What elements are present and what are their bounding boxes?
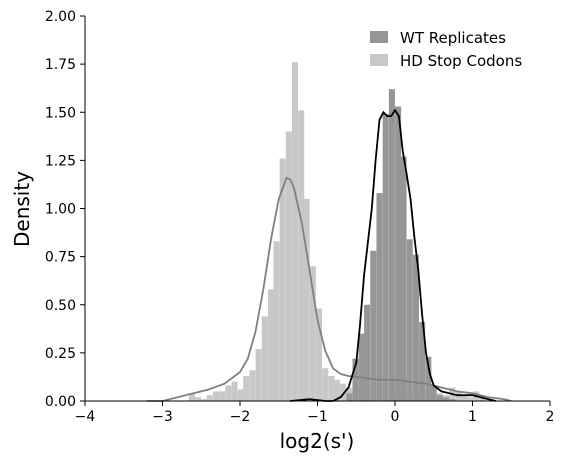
x-tick-label-5: 1 — [468, 409, 477, 425]
hd-bar-46 — [467, 397, 474, 401]
hd-bar-25 — [340, 383, 347, 401]
hd-bar-18 — [298, 110, 305, 401]
hd-bar-15 — [279, 158, 286, 401]
legend-label-hd: HD Stop Codons — [400, 52, 522, 70]
x-tick-label-3: −1 — [307, 409, 328, 425]
y-tick-label-1: 0.25 — [45, 346, 76, 362]
legend: WT Replicates HD Stop Codons — [370, 29, 522, 70]
wt-bar-14 — [430, 385, 437, 401]
hd-bar-5 — [219, 391, 226, 401]
wt-bar-13 — [425, 356, 432, 401]
wt-bar-8 — [395, 106, 402, 401]
hd-bar-11 — [255, 349, 262, 401]
hd-bar-21 — [316, 308, 323, 401]
hd-stop-codons-kde-line — [147, 176, 512, 402]
hd-bar-14 — [273, 241, 280, 401]
wt-bar-7 — [388, 89, 395, 402]
wt-bar-4 — [370, 250, 377, 401]
hd-bar-3 — [206, 395, 213, 401]
wt-bar-3 — [364, 304, 371, 401]
hd-bar-9 — [243, 375, 250, 401]
wt-bar-2 — [358, 333, 365, 401]
hd-bar-8 — [237, 389, 244, 401]
x-axis-ticks: −4 −3 −2 −1 0 1 2 — [75, 401, 555, 425]
wt-bar-6 — [382, 114, 389, 402]
hd-bar-44 — [455, 391, 462, 401]
y-axis-ticks: 0.00 0.25 0.50 0.75 1.00 1.25 1.50 1.75 2.00 — [45, 9, 85, 410]
hd-bar-2 — [201, 399, 208, 401]
x-tick-label-2: −2 — [230, 409, 251, 425]
y-tick-label-7: 1.75 — [45, 57, 76, 73]
x-tick-label-6: 2 — [546, 409, 555, 425]
hd-bar-10 — [249, 370, 256, 401]
wt-bar-15 — [436, 395, 443, 401]
y-axis-title: Density — [10, 171, 34, 247]
x-tick-label-0: −4 — [75, 409, 96, 425]
wt-replicates-bars — [346, 89, 456, 402]
hd-bar-16 — [285, 131, 292, 401]
hd-bar-13 — [267, 289, 275, 401]
x-tick-label-1: −3 — [152, 409, 173, 425]
hd-bar-1 — [195, 397, 202, 401]
hd-bar-17 — [292, 62, 299, 401]
hd-bar-0 — [188, 393, 195, 401]
wt-bar-5 — [376, 193, 383, 401]
hd-bar-23 — [328, 375, 335, 401]
legend-swatch-hd — [370, 54, 388, 66]
x-tick-label-4: 0 — [391, 409, 400, 425]
y-tick-label-8: 2.00 — [45, 9, 76, 25]
hd-bar-22 — [322, 368, 329, 401]
hd-bar-24 — [333, 379, 340, 401]
wt-bar-11 — [412, 254, 419, 401]
wt-bar-17 — [449, 399, 456, 401]
legend-label-wt: WT Replicates — [400, 29, 506, 47]
y-tick-label-4: 1.00 — [45, 202, 76, 218]
hd-bar-20 — [309, 266, 316, 401]
wt-bar-16 — [443, 397, 450, 401]
y-tick-label-5: 1.25 — [45, 153, 76, 169]
wt-bar-1 — [352, 358, 359, 401]
wt-bar-9 — [400, 156, 407, 401]
wt-bar-12 — [419, 322, 426, 401]
hd-bar-19 — [303, 198, 310, 401]
wt-replicates-kde-line — [290, 108, 497, 402]
hd-bar-45 — [460, 395, 467, 401]
hd-bar-12 — [261, 316, 268, 401]
y-tick-label-6: 1.50 — [45, 105, 76, 121]
legend-swatch-wt — [370, 31, 388, 43]
hd-bar-4 — [212, 391, 219, 401]
x-axis-title: log2(s') — [280, 429, 355, 453]
hd-bar-6 — [225, 385, 232, 401]
y-tick-label-2: 0.50 — [45, 298, 76, 314]
hd-bar-7 — [231, 381, 238, 401]
y-tick-label-0: 0.00 — [45, 394, 76, 410]
hd-stop-codons-bars — [188, 62, 486, 401]
wt-bar-10 — [406, 239, 413, 401]
wt-bar-0 — [346, 393, 353, 401]
y-tick-label-3: 0.75 — [45, 250, 76, 266]
